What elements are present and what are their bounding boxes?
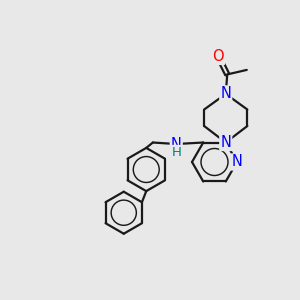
Text: H: H	[172, 146, 182, 159]
Text: N: N	[220, 86, 231, 101]
Text: N: N	[220, 135, 231, 150]
Text: N: N	[171, 136, 182, 152]
Text: N: N	[232, 154, 242, 169]
Text: O: O	[212, 49, 224, 64]
